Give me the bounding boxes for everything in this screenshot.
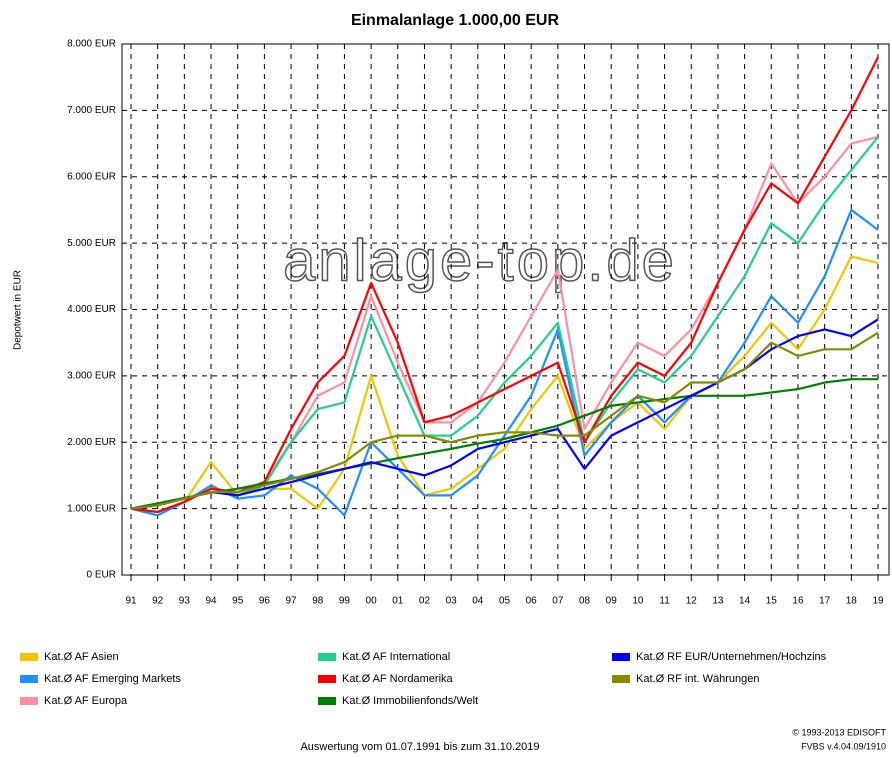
series-line <box>130 208 879 517</box>
x-tick-label: 03 <box>446 596 458 607</box>
x-tick-label: 01 <box>392 596 404 607</box>
x-tick-label: 92 <box>152 596 164 607</box>
x-tick-label: 09 <box>606 596 618 607</box>
x-tick-label: 97 <box>286 596 298 607</box>
y-tick-label: 5.000 EUR <box>67 238 116 249</box>
legend-label: Kat.Ø AF Europa <box>44 695 128 707</box>
x-tick-label: 02 <box>419 596 431 607</box>
x-tick-label: 19 <box>872 596 884 607</box>
legend-swatch <box>612 675 630 683</box>
plot-frame <box>121 43 890 576</box>
x-tick-label: 14 <box>739 596 751 607</box>
legend-swatch <box>20 697 38 705</box>
y-tick-label: 6.000 EUR <box>67 171 116 182</box>
watermark: anlage-top.de <box>283 228 677 293</box>
legend-swatch <box>20 653 38 661</box>
legend-swatch <box>612 653 630 661</box>
x-tick-label: 05 <box>499 596 511 607</box>
chart-title: Einmalanlage 1.000,00 EUR <box>351 12 560 29</box>
y-tick-label: 7.000 EUR <box>67 105 116 116</box>
x-tick-label: 93 <box>179 596 191 607</box>
x-tick-label: 04 <box>472 596 484 607</box>
x-tick-label: 18 <box>846 596 858 607</box>
version: FVBS v.4.04.09/1910 <box>801 741 886 751</box>
legend-label: Kat.Ø AF Emerging Markets <box>44 673 181 685</box>
x-tick-label: 98 <box>312 596 324 607</box>
x-tick-label: 16 <box>792 596 804 607</box>
legend-swatch <box>318 675 336 683</box>
legend-label: Kat.Ø Immobilienfonds/Welt <box>342 695 478 707</box>
x-tick-label: 06 <box>526 596 538 607</box>
legend-label: Kat.Ø AF Nordamerika <box>342 673 454 685</box>
x-tick-label: 95 <box>232 596 244 607</box>
y-tick-label: 8.000 EUR <box>67 39 116 50</box>
x-tick-label: 08 <box>579 596 591 607</box>
series-line <box>130 331 879 510</box>
x-tick-label: 07 <box>552 596 564 607</box>
legend-label: Kat.Ø RF int. Währungen <box>636 673 760 685</box>
y-tick-label: 3.000 EUR <box>67 371 116 382</box>
x-tick-label: 91 <box>125 596 137 607</box>
y-tick-label: 0 EUR <box>87 570 116 581</box>
x-tick-label: 00 <box>366 596 378 607</box>
y-tick-label: 4.000 EUR <box>67 304 116 315</box>
legend-swatch <box>20 675 38 683</box>
legend-swatch <box>318 697 336 705</box>
legend-label: Kat.Ø AF Asien <box>44 651 119 663</box>
x-tick-label: 13 <box>712 596 724 607</box>
legend-label: Kat.Ø AF International <box>342 651 450 663</box>
y-axis-label: Depotwert in EUR <box>13 270 24 350</box>
footer: Auswertung vom 01.07.1991 bis zum 31.10.… <box>300 741 539 753</box>
series-line <box>130 378 878 510</box>
x-tick-label: 17 <box>819 596 831 607</box>
copyright: © 1993-2013 EDISOFT <box>792 727 886 737</box>
legend-label: Kat.Ø RF EUR/Unternehmen/Hochzins <box>636 651 827 663</box>
x-tick-label: 96 <box>259 596 271 607</box>
legend-swatch <box>318 653 336 661</box>
x-tick-label: 15 <box>766 596 778 607</box>
y-tick-label: 2.000 EUR <box>67 437 116 448</box>
x-tick-label: 12 <box>686 596 698 607</box>
x-tick-label: 94 <box>205 596 217 607</box>
x-tick-label: 10 <box>632 596 644 607</box>
series-line <box>130 318 879 510</box>
x-tick-label: 11 <box>659 596 670 607</box>
y-tick-label: 1.000 EUR <box>67 503 116 514</box>
x-tick-label: 99 <box>339 596 351 607</box>
